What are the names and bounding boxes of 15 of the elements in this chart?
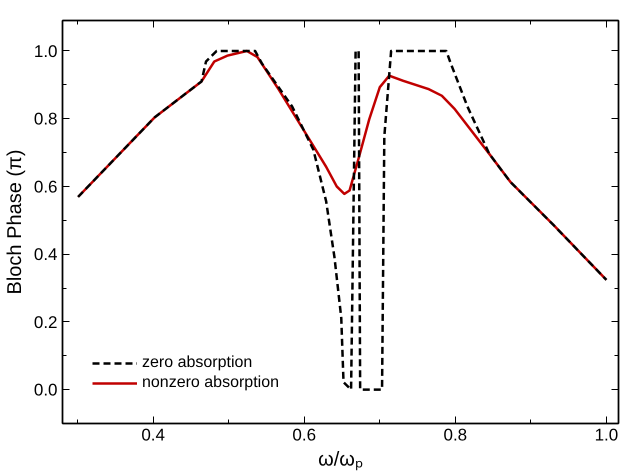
x-tick-label: 0.8: [444, 426, 468, 444]
legend-label: zero absorption: [142, 354, 252, 372]
legend-label: nonzero absorption: [142, 374, 279, 392]
y-tick-label: 0.2: [34, 312, 58, 332]
x-tick-label: 0.4: [141, 426, 165, 444]
y-tick-label: 0.4: [34, 245, 58, 264]
y-tick-label: 0.8: [34, 110, 58, 129]
x-tick-label: 0.6: [292, 426, 316, 444]
y-tick-label: 0.6: [34, 177, 58, 196]
x-tick-label: 1.0: [594, 426, 618, 444]
y-tick-label: 0.0: [34, 380, 58, 400]
y-tick-label: 1.0: [34, 42, 58, 61]
line-series: [76, 50, 608, 391]
x-axis-title: ω/ωₚ: [318, 448, 363, 470]
y-axis-title: Bloch Phase (π): [4, 150, 26, 294]
